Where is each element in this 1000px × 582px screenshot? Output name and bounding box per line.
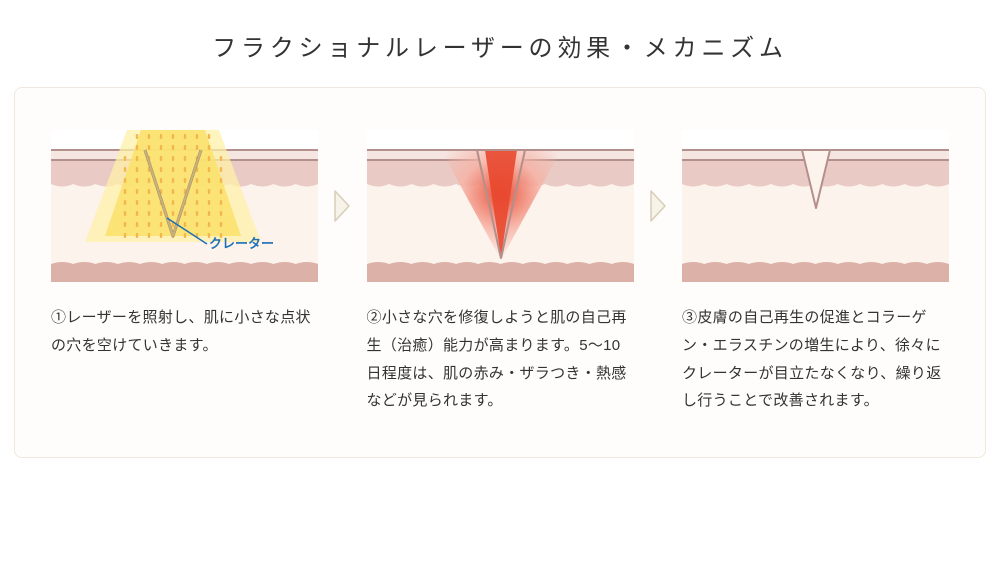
step-3-desc: ③皮膚の自己再生の促進とコラーゲン・エラスチンの増生により、徐々にクレーターが目… <box>682 304 949 415</box>
step-2-desc: ②小さな穴を修復しようと肌の自己再生（治癒）能力が高まります。5〜10日程度は、… <box>367 304 634 415</box>
step-3: ③皮膚の自己再生の促進とコラーゲン・エラスチンの増生により、徐々にクレーターが目… <box>682 130 949 415</box>
step-3-illustration <box>682 130 949 282</box>
step-1: クレーター ①レーザーを照射し、肌に小さな点状の穴を空けていきます。 <box>51 130 318 360</box>
step-text: 小さな穴を修復しようと肌の自己再生（治癒）能力が高まります。5〜10日程度は、肌… <box>367 309 627 409</box>
mechanism-panel: クレーター ①レーザーを照射し、肌に小さな点状の穴を空けていきます。 ②小さな穴… <box>14 87 986 458</box>
step-number: ② <box>367 309 382 326</box>
svg-text:クレーター: クレーター <box>209 236 274 251</box>
page-title: フラクショナルレーザーの効果・メカニズム <box>0 0 1000 87</box>
step-2-illustration <box>367 130 634 282</box>
step-1-illustration: クレーター <box>51 130 318 282</box>
step-number: ③ <box>682 309 697 326</box>
step-1-desc: ①レーザーを照射し、肌に小さな点状の穴を空けていきます。 <box>51 304 318 360</box>
step-text: 皮膚の自己再生の促進とコラーゲン・エラスチンの増生により、徐々にクレーターが目立… <box>682 309 942 409</box>
step-arrow-icon <box>644 130 672 282</box>
step-2: ②小さな穴を修復しようと肌の自己再生（治癒）能力が高まります。5〜10日程度は、… <box>367 130 634 415</box>
steps-row: クレーター ①レーザーを照射し、肌に小さな点状の穴を空けていきます。 ②小さな穴… <box>51 130 949 415</box>
step-text: レーザーを照射し、肌に小さな点状の穴を空けていきます。 <box>51 309 311 354</box>
step-arrow-icon <box>328 130 356 282</box>
step-number: ① <box>51 309 66 326</box>
